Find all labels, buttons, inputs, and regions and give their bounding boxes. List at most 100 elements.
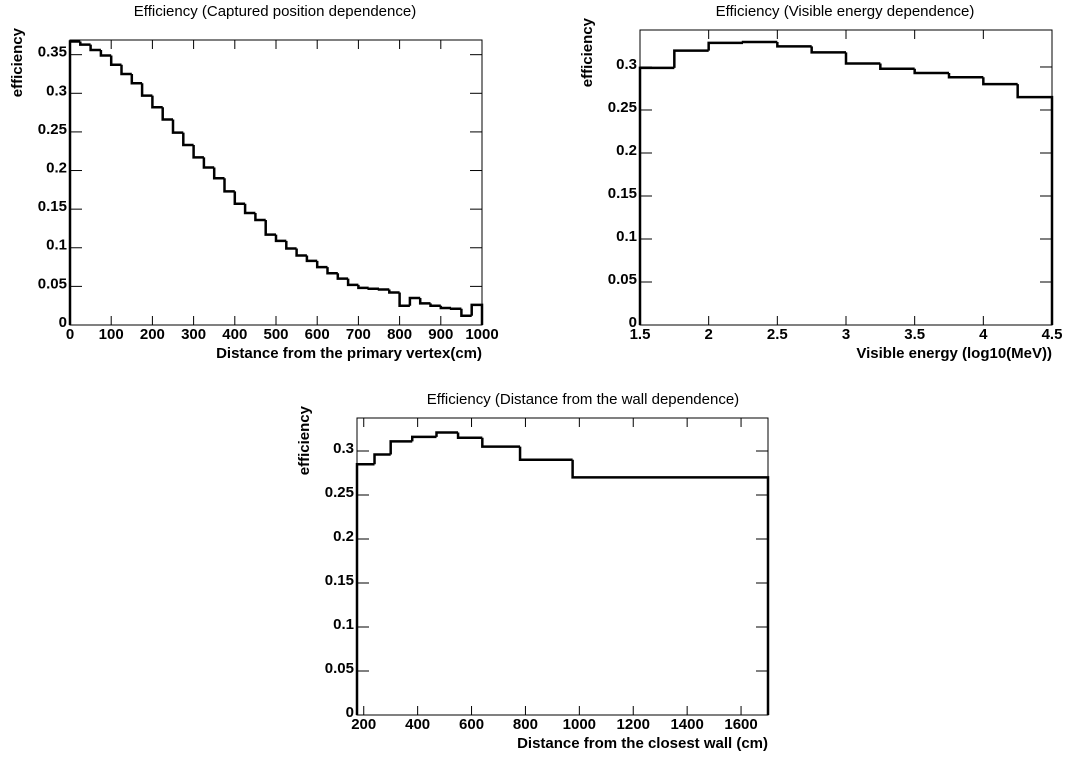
y-tick-label: 0.2 xyxy=(46,159,67,176)
plot-frame xyxy=(356,417,769,716)
histogram-bin xyxy=(388,289,400,294)
histogram-bin xyxy=(182,132,194,147)
histogram-bin xyxy=(243,203,256,215)
histogram-bin xyxy=(68,40,81,325)
plot-frame xyxy=(639,29,1053,326)
y-tick-label: 0.05 xyxy=(38,275,67,292)
x-tick-label: 400 xyxy=(222,326,247,343)
x-tick-label: 1.5 xyxy=(630,326,651,343)
y-tick-label: 0.1 xyxy=(616,228,637,245)
x-tick-label: 300 xyxy=(181,326,206,343)
y-tick-label: 0 xyxy=(629,314,637,331)
chart-title: Efficiency (Distance from the wall depen… xyxy=(427,391,739,408)
histogram-bin xyxy=(377,288,390,291)
y-tick-label: 0.2 xyxy=(333,528,354,545)
histogram-bin xyxy=(171,119,184,134)
x-tick-label: 2.5 xyxy=(767,326,788,343)
histogram-bin xyxy=(223,178,235,193)
histogram-bin xyxy=(844,52,881,65)
histogram-bin xyxy=(305,255,318,263)
x-tick-label: 1200 xyxy=(617,716,650,733)
histogram-bin xyxy=(638,66,675,325)
x-tick-label: 1000 xyxy=(465,326,498,343)
x-tick-label: 200 xyxy=(140,326,165,343)
histogram-bin xyxy=(367,287,379,290)
x-tick-label: 4 xyxy=(979,326,988,343)
histogram-bin xyxy=(109,55,122,66)
x-tick-label: 1600 xyxy=(724,716,757,733)
histogram-bin xyxy=(151,95,163,109)
histogram-bin xyxy=(336,273,349,280)
x-tick-label: 100 xyxy=(99,326,124,343)
histogram-bin xyxy=(357,284,369,290)
histogram-bin xyxy=(481,437,521,448)
histogram-bin xyxy=(130,73,143,85)
x-axis-label: Distance from the closest wall (cm) xyxy=(517,735,768,752)
histogram-bin xyxy=(326,267,338,275)
histogram-bin xyxy=(449,307,462,311)
y-tick-label: 0.25 xyxy=(325,484,354,501)
y-tick-label: 0.15 xyxy=(325,572,354,589)
histogram-bin xyxy=(1016,84,1054,325)
y-tick-label: 0.25 xyxy=(608,99,637,116)
histogram-bin xyxy=(673,49,709,68)
histogram-bin xyxy=(460,308,472,317)
histogram-bin xyxy=(913,68,949,75)
histogram-bin xyxy=(192,145,204,159)
histogram-bin xyxy=(161,107,173,121)
histogram-bin xyxy=(408,296,421,306)
x-tick-label: 400 xyxy=(405,716,430,733)
histogram-bin xyxy=(741,40,778,44)
x-tick-label: 900 xyxy=(428,326,453,343)
y-tick-label: 0.05 xyxy=(325,660,354,677)
histogram-bin xyxy=(120,64,132,76)
y-tick-label: 0 xyxy=(59,314,67,331)
x-tick-label: 600 xyxy=(459,716,484,733)
histogram-bin xyxy=(233,191,246,205)
chart-title: Efficiency (Visible energy dependence) xyxy=(716,3,975,20)
y-tick-label: 0.25 xyxy=(38,121,67,138)
histogram-bin xyxy=(879,63,915,70)
histogram-bin xyxy=(202,157,215,169)
histogram-bin xyxy=(398,292,410,307)
histogram-bin xyxy=(435,431,459,437)
histogram-bin xyxy=(79,41,91,46)
histogram-bin xyxy=(295,248,307,257)
histogram-bin xyxy=(439,305,452,310)
x-tick-label: 1000 xyxy=(563,716,596,733)
chart: Efficiency (Visible energy dependence) 1.… xyxy=(579,3,1062,362)
histogram-bin xyxy=(373,453,391,465)
chart: Efficiency (Captured position dependence… xyxy=(9,3,499,362)
histogram-bin xyxy=(418,297,431,305)
histogram-bin xyxy=(89,44,101,52)
histogram-bin xyxy=(274,234,287,243)
y-tick-label: 0 xyxy=(346,704,354,721)
x-tick-label: 1400 xyxy=(670,716,703,733)
histogram-bin xyxy=(212,167,225,180)
y-tick-label: 0.3 xyxy=(333,440,354,457)
histogram-bin xyxy=(254,213,266,222)
x-tick-label: 0 xyxy=(66,326,74,343)
histogram-bin xyxy=(389,440,413,455)
histogram-bin xyxy=(410,435,437,442)
y-tick-label: 0.15 xyxy=(38,198,67,215)
histogram-bin xyxy=(947,73,984,79)
y-tick-label: 0.15 xyxy=(608,185,637,202)
x-axis-label: Visible energy (log10(MeV)) xyxy=(856,345,1052,362)
x-tick-label: 3 xyxy=(842,326,850,343)
histogram-bin xyxy=(355,462,375,715)
histogram-bin xyxy=(518,446,573,462)
chart-title: Efficiency (Captured position dependence… xyxy=(134,3,416,20)
histogram-bin xyxy=(982,77,1018,86)
y-axis-label: efficiency xyxy=(9,27,26,97)
y-tick-label: 0.2 xyxy=(616,142,637,159)
x-tick-label: 700 xyxy=(346,326,371,343)
x-tick-label: 500 xyxy=(263,326,288,343)
x-axis-label: Distance from the primary vertex(cm) xyxy=(216,345,482,362)
y-tick-label: 0.1 xyxy=(46,237,67,254)
histogram-bin xyxy=(456,432,483,440)
histogram-bin xyxy=(470,303,484,325)
histogram-bin xyxy=(285,240,297,250)
x-tick-label: 4.5 xyxy=(1042,326,1063,343)
